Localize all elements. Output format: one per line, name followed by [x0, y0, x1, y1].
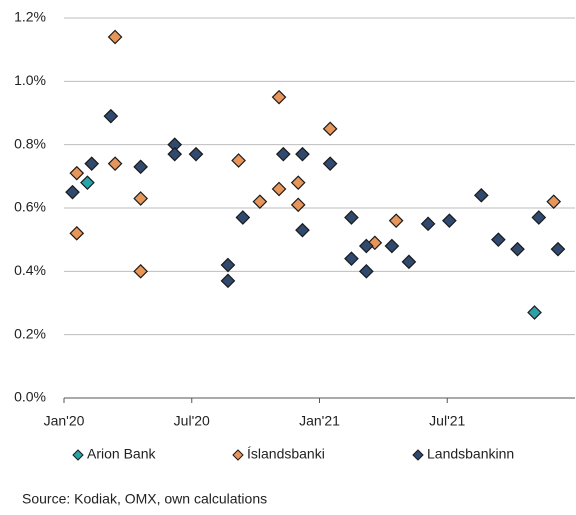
- data-point: [65, 184, 80, 200]
- data-point: [84, 156, 100, 172]
- data-point: [271, 181, 287, 197]
- data-point: [550, 241, 566, 257]
- data-point: [188, 146, 204, 162]
- data-point: [295, 146, 310, 162]
- data-point: [252, 194, 268, 210]
- data-point: [344, 210, 359, 225]
- data-point: [344, 251, 359, 267]
- data-point: [133, 191, 148, 206]
- data-point: [527, 305, 542, 320]
- y-tick-label: 0.0%: [14, 389, 46, 405]
- y-tick-label: 1.2%: [14, 9, 46, 25]
- data-point: [103, 108, 119, 124]
- legend-label: Íslandsbanki: [247, 446, 325, 462]
- data-point: [384, 238, 400, 254]
- data-point: [220, 273, 236, 289]
- x-tick-label: Jul'21: [429, 413, 465, 429]
- y-tick-label: 0.6%: [14, 199, 46, 215]
- x-tick-label: Jan'21: [299, 413, 340, 429]
- data-point: [235, 210, 251, 225]
- y-tick-label: 0.2%: [14, 325, 46, 341]
- data-point: [167, 146, 183, 162]
- legend-label: Arion Bank: [87, 446, 156, 462]
- data-point: [322, 121, 338, 137]
- data-point: [358, 263, 374, 279]
- data-point: [442, 213, 457, 229]
- data-point: [358, 238, 374, 254]
- legend-label: Landsbankinn: [427, 446, 514, 462]
- data-point: [69, 225, 85, 241]
- data-point: [388, 213, 404, 229]
- data-point: [290, 175, 306, 191]
- data-point: [531, 210, 547, 225]
- x-tick-label: Jul'20: [174, 413, 210, 429]
- legend-swatch: [412, 449, 424, 461]
- source-note: Source: Kodiak, OMX, own calculations: [22, 491, 267, 507]
- data-point: [546, 194, 562, 210]
- data-point: [510, 241, 525, 257]
- data-point: [473, 187, 489, 203]
- data-point: [133, 159, 148, 175]
- data-point: [107, 29, 123, 45]
- data-point: [322, 156, 338, 172]
- data-point: [275, 146, 291, 162]
- data-point: [290, 197, 306, 213]
- data-point: [401, 254, 417, 270]
- data-point: [491, 232, 506, 248]
- data-point: [271, 89, 287, 105]
- data-point: [231, 153, 246, 168]
- x-tick-label: Jan'20: [44, 413, 85, 429]
- legend-swatch: [72, 449, 84, 461]
- data-point: [69, 165, 85, 181]
- y-tick-label: 0.4%: [14, 262, 46, 278]
- data-point: [107, 156, 123, 172]
- data-point: [220, 257, 236, 273]
- data-point: [80, 175, 95, 191]
- y-tick-label: 0.8%: [14, 135, 46, 151]
- legend-swatch: [232, 449, 244, 461]
- y-tick-label: 1.0%: [14, 72, 46, 88]
- data-point: [420, 216, 436, 232]
- data-point: [133, 263, 148, 279]
- data-point: [295, 222, 310, 238]
